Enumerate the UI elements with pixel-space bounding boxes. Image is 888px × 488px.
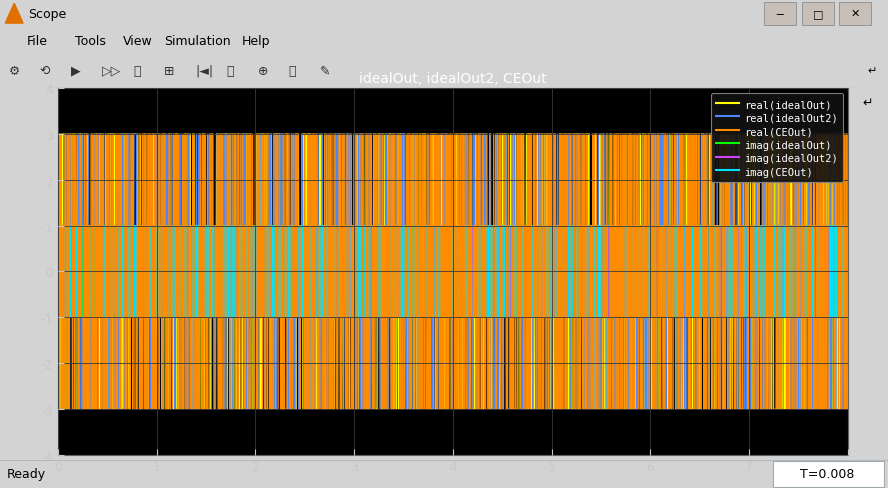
Text: ─: ─ xyxy=(776,9,783,19)
Text: ▷▷: ▷▷ xyxy=(102,65,122,78)
Text: File: File xyxy=(27,35,48,47)
Text: ⚙: ⚙ xyxy=(9,65,20,78)
Text: ✎: ✎ xyxy=(320,65,330,78)
Text: ↵: ↵ xyxy=(863,96,873,109)
Bar xyxy=(773,461,884,487)
Text: Help: Help xyxy=(242,35,270,47)
Text: Simulation: Simulation xyxy=(164,35,231,47)
Text: Scope: Scope xyxy=(28,8,67,20)
Text: ⏹: ⏹ xyxy=(133,65,140,78)
Text: ↵: ↵ xyxy=(867,66,876,76)
Text: ⊞: ⊞ xyxy=(164,65,175,78)
Bar xyxy=(839,3,871,25)
Text: 📐: 📐 xyxy=(289,65,296,78)
Title: idealOut, idealOut2, CEOut: idealOut, idealOut2, CEOut xyxy=(359,72,547,86)
Text: ⟲: ⟲ xyxy=(40,65,51,78)
Text: ×10⁻³: ×10⁻³ xyxy=(810,479,848,488)
Bar xyxy=(764,3,796,25)
Text: ▶: ▶ xyxy=(71,65,81,78)
Text: T=0.008: T=0.008 xyxy=(800,468,855,480)
Polygon shape xyxy=(5,4,23,24)
Legend: real(idealOut), real(idealOut2), real(CEOut), imag(idealOut), imag(idealOut2), i: real(idealOut), real(idealOut2), real(CE… xyxy=(710,94,843,183)
Text: View: View xyxy=(123,35,153,47)
Text: Ready: Ready xyxy=(7,468,46,480)
Text: ⊕: ⊕ xyxy=(258,65,268,78)
Text: ⬜: ⬜ xyxy=(226,65,234,78)
Bar xyxy=(802,3,834,25)
Text: Tools: Tools xyxy=(75,35,107,47)
Text: |◄|: |◄| xyxy=(195,65,213,78)
Text: ✕: ✕ xyxy=(851,9,860,19)
Text: □: □ xyxy=(813,9,823,19)
